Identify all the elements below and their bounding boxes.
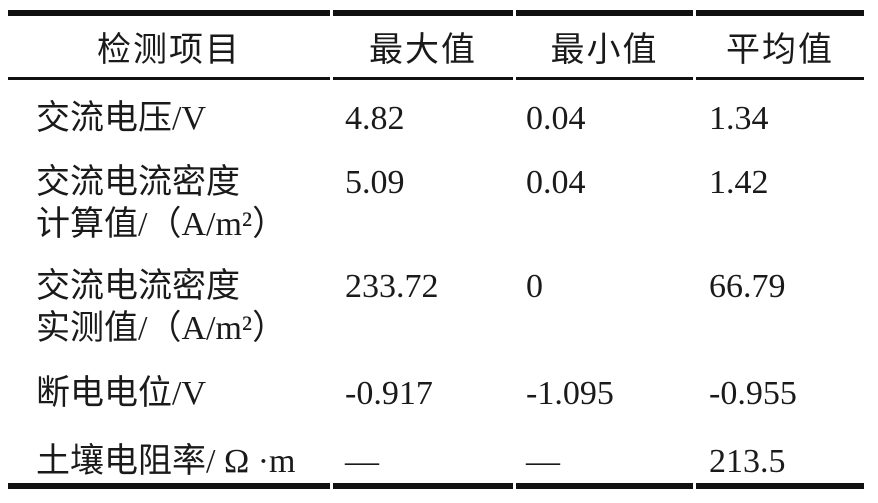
table-row-soil-resistivity: 土壤电阻率/ Ω ·m — — 213.5 xyxy=(8,426,864,489)
row-item-label: 交流电流密度 计算值/（A/m²） xyxy=(8,148,330,250)
cell-max-value: — xyxy=(333,426,513,489)
table-row-off-potential: 断电电位/V -0.917 -1.095 -0.955 xyxy=(8,356,864,426)
cell-min-value: 0.04 xyxy=(526,100,586,137)
row-item-label: 土壤电阻率/ Ω ·m xyxy=(8,426,330,489)
cell-max-value: -0.917 xyxy=(345,375,433,412)
cell-avg-value: -0.955 xyxy=(709,375,797,412)
table-row-ac-current-density-calculated: 交流电流密度 计算值/（A/m²） 5.09 0.04 1.42 xyxy=(8,148,864,250)
row-item-label: 断电电位/V xyxy=(8,356,330,426)
row-item-label-line: 计算值/（A/m²） xyxy=(36,206,287,243)
row-item-label-line: 交流电流密度 xyxy=(36,164,240,201)
cell-avg-value: 213.5 xyxy=(696,426,864,489)
cell-avg-value: 1.34 xyxy=(709,100,769,137)
header-min-value: 最小值 xyxy=(516,10,693,80)
cell-max-value: 5.09 xyxy=(345,164,405,201)
cell-avg-value: 1.42 xyxy=(709,164,769,201)
cell-min-value: 0 xyxy=(526,268,543,305)
table-row-ac-current-density-measured: 交流电流密度 实测值/（A/m²） 233.72 0 66.79 xyxy=(8,250,864,356)
row-item-label-line: 断电电位/V xyxy=(36,375,206,412)
cell-min-value: 0.04 xyxy=(526,164,586,201)
measurement-results-table: 检测项目 最大值 最小值 平均值 交流电压/V 4.82 0.04 1.34 交… xyxy=(5,10,867,489)
row-item-label-line: 交流电流密度 xyxy=(36,268,240,305)
row-item-label-line: 交流电压/V xyxy=(36,100,206,137)
cell-min-value: — xyxy=(516,426,693,489)
row-item-label-line: 实测值/（A/m²） xyxy=(36,310,287,347)
cell-min-value: -1.095 xyxy=(526,375,614,412)
cell-max-value: 233.72 xyxy=(345,268,439,305)
header-row: 检测项目 最大值 最小值 平均值 xyxy=(8,10,864,80)
header-avg-value: 平均值 xyxy=(696,10,864,80)
header-detection-item: 检测项目 xyxy=(8,10,330,80)
table-row-ac-voltage: 交流电压/V 4.82 0.04 1.34 xyxy=(8,80,864,148)
row-item-label-line: 土壤电阻率/ Ω ·m xyxy=(36,443,296,480)
row-item-label: 交流电流密度 实测值/（A/m²） xyxy=(8,250,330,356)
cell-max-value: 4.82 xyxy=(345,100,405,137)
row-item-label: 交流电压/V xyxy=(8,80,330,148)
header-max-value: 最大值 xyxy=(333,10,513,80)
cell-avg-value: 66.79 xyxy=(709,268,786,305)
